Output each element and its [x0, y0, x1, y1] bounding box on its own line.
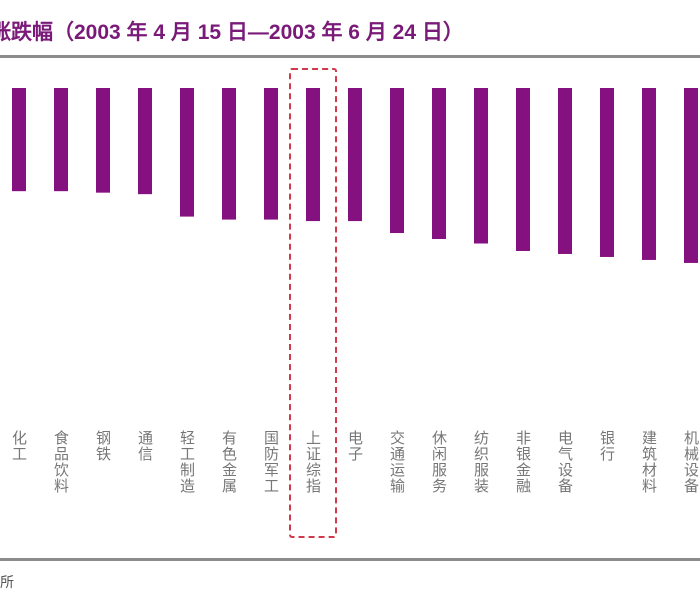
x-tick-label: 休闲服务 — [430, 430, 448, 494]
x-tick-label: 通信 — [136, 430, 154, 462]
x-tick-label: 纺织服装 — [472, 430, 490, 494]
x-tick-label: 银行 — [598, 430, 616, 462]
top-rule — [0, 55, 700, 58]
bar-12 — [516, 88, 530, 251]
bar-15 — [642, 88, 656, 260]
x-tick-label: 轻工制造 — [178, 430, 196, 494]
bar-0 — [12, 88, 26, 192]
bar-13 — [558, 88, 572, 254]
bottom-rule — [0, 558, 700, 561]
bar-7 — [306, 88, 320, 222]
x-tick-label: 建筑材料 — [640, 430, 658, 494]
bar-16 — [684, 88, 698, 263]
x-tick-label: 电气设备 — [556, 430, 574, 494]
x-tick-label: 电子 — [346, 430, 364, 462]
chart-title: 涨跌幅（2003 年 4 月 15 日—2003 年 6 月 24 日） — [0, 21, 464, 44]
x-tick-label: 非银金融 — [514, 430, 532, 494]
bar-1 — [54, 88, 68, 192]
bar-8 — [348, 88, 362, 222]
x-tick-label: 上证综指 — [304, 430, 322, 494]
bar-6 — [264, 88, 278, 220]
x-tick-label: 钢铁 — [94, 430, 112, 462]
bar-11 — [474, 88, 488, 244]
bar-9 — [390, 88, 404, 234]
x-tick-label: 有色金属 — [220, 430, 238, 494]
bar-14 — [600, 88, 614, 257]
x-tick-label: 化工 — [10, 430, 28, 462]
x-tick-label: 机械设备 — [682, 430, 700, 494]
bar-3 — [138, 88, 152, 195]
highlight-box-shanghai-index — [289, 68, 337, 538]
x-tick-label: 食品饮料 — [52, 430, 70, 494]
bar-2 — [96, 88, 110, 193]
x-tick-label: 交通运输 — [388, 430, 406, 494]
bar-5 — [222, 88, 236, 220]
bar-10 — [432, 88, 446, 240]
source-note: 所 — [0, 575, 14, 591]
x-tick-label: 国防军工 — [262, 430, 280, 494]
bar-4 — [180, 88, 194, 217]
